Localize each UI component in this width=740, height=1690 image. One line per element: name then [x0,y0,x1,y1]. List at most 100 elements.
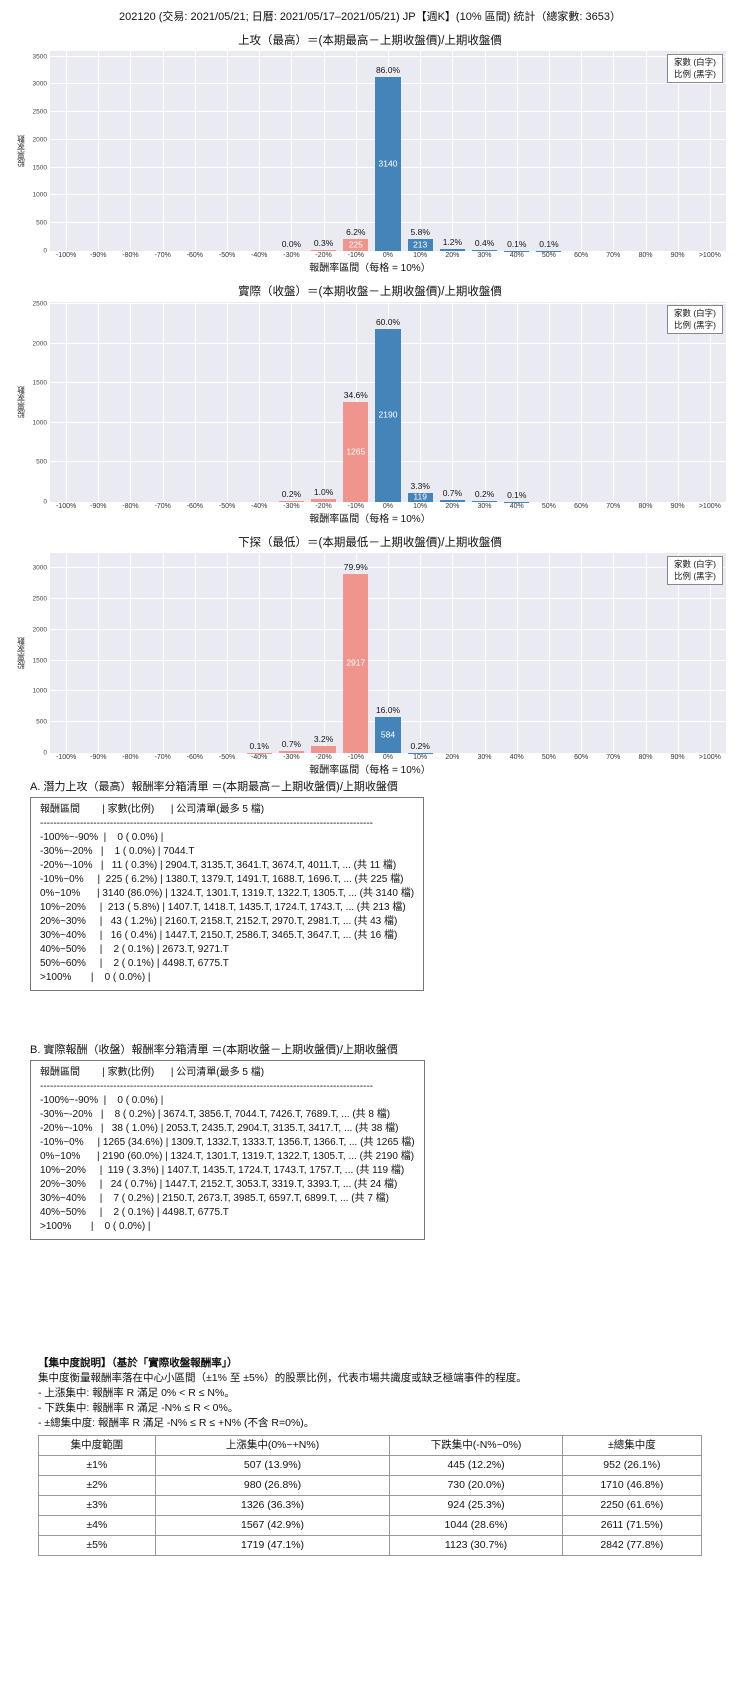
list-row: 0%~10% | 3140 (86.0%) | 1324.T, 1301.T, … [40,888,415,899]
concentration-table-cell: 2842 (77.8%) [561,1535,703,1556]
concentration-table-cell: 1719 (47.1%) [154,1535,391,1556]
y-tick-label: 2500 [32,595,47,603]
v-gridline [194,51,196,251]
list-row: 50%~60% | 2 ( 0.1%) | 4498.T, 6775.T [40,958,229,969]
bar--10%: 1265 [343,402,369,502]
bar-count-label: 225 [348,239,363,250]
v-gridline [452,302,454,502]
v-gridline [548,302,550,502]
y-tick-label: 0 [43,498,47,506]
v-gridline [194,553,196,753]
bar-percent-label: 0.2% [474,489,495,500]
list-row: 20%~30% | 24 ( 0.7%) | 1447.T, 2152.T, 3… [40,1179,398,1190]
v-gridline [645,51,647,251]
concentration-table-cell: 730 (20.0%) [389,1475,563,1496]
y-axis-title: 股票家數 [16,386,26,418]
list-section-b: B. 實際報酬（收盤）報酬率分箱清單 ＝(本期收盤－上期收盤價)/上期收盤價 報… [30,1043,740,1240]
concentration-table-row: ±4% 1567 (42.9%) 1044 (28.6%) 2611 (71.5%) [38,1515,703,1536]
v-gridline [130,302,132,502]
x-tick-label: -30% [283,252,300,259]
bar-percent-label: 5.8% [410,227,430,238]
v-gridline [420,302,422,502]
chart-legend: 家數 (白字) 比例 (黑字) [666,54,723,83]
x-tick-label: >100% [698,503,721,510]
v-gridline [388,553,389,753]
chart-legend: 家數 (白字) 比例 (黑字) [666,556,723,585]
v-gridline [677,51,679,251]
v-gridline [291,302,293,502]
v-gridline [98,302,100,502]
bar-30% [472,501,498,502]
x-tick-label: 40% [509,252,524,259]
list-row: -100%~-90% | 0 ( 0.0%) | [40,1095,164,1106]
y-tick-label: 500 [36,219,47,227]
bar-percent-label: 86.0% [375,64,401,75]
x-tick-label: 50% [541,252,556,259]
x-tick-label: 10% [413,754,428,761]
y-axis-title: 股票家數 [16,637,26,669]
y-tick-label: 0 [43,749,47,757]
chart-legend: 家數 (白字) 比例 (黑字) [666,305,723,334]
v-gridline [130,553,132,753]
v-gridline [420,553,422,753]
concentration-table: 集中度範圍 上漲集中(0%~+N%) 下跌集中(-N%~0%) ±總集中度 ±1% 50… [38,1435,703,1556]
x-tick-label: 50% [541,754,556,761]
concentration-rule: - 上漲集中: 報酬率 R 滿足 0% < R ≤ N%。 [38,1387,235,1399]
x-tick-label: -100% [55,754,77,761]
y-tick-label: 3000 [32,564,47,572]
v-gridline [452,553,454,753]
concentration-table-header-cell: 下跌集中(-N%~0%) [389,1435,563,1456]
concentration-rule: - 下跌集中: 報酬率 R 滿足 -N% ≤ R < 0%。 [38,1402,239,1414]
bar-percent-label: 0.4% [474,238,495,249]
v-gridline [613,302,615,502]
bar-percent-label: 0.1% [249,740,269,751]
concentration-table-head: 集中度範圍 上漲集中(0%~+N%) 下跌集中(-N%~0%) ±總集中度 [38,1435,703,1456]
v-gridline [484,51,486,251]
y-tick-label: 3000 [32,80,47,88]
list-section-a: A. 潛力上攻（最高）報酬率分箱清單 ＝(本期最高－上期收盤價)/上期收盤價 報… [30,780,740,991]
x-tick-label: -10% [347,252,364,259]
y-tick-label: 2500 [32,300,47,308]
bar--20% [311,745,337,753]
x-tick-label: 10% [413,503,428,510]
bar-percent-label: 0.1% [507,489,527,500]
x-tick-label: 80% [638,252,653,259]
y-tick-label: 1000 [32,687,47,695]
concentration-table-cell: 1710 (46.8%) [561,1475,703,1496]
x-tick-label: 60% [574,252,589,259]
v-gridline [613,553,615,753]
concentration-table-header-row: 集中度範圍 上漲集中(0%~+N%) 下跌集中(-N%~0%) ±總集中度 [38,1435,703,1456]
bar-percent-label: 0.7% [442,488,463,499]
v-gridline [66,553,68,753]
x-tick-label: -100% [55,252,77,259]
bar-percent-label: 0.2% [281,489,302,500]
x-tick-label: 30% [477,503,492,510]
plot-area: 0.2% 1.0% 1265 34.6% 2190 60.0% 119 3.3% 0.7% 0.2… [50,302,726,502]
x-tick-label: 40% [509,754,524,761]
x-tick-label: -40% [251,754,268,761]
list-row: -30%~-20% | 8 ( 0.2%) | 3674.T, 3856.T, … [40,1109,391,1120]
x-tick-label: >100% [698,252,721,259]
v-gridline [645,553,647,753]
list-row: ----------------------------------------… [40,1081,374,1092]
v-gridline [548,553,550,753]
list-row: 30%~40% | 7 ( 0.2%) | 2150.T, 2673.T, 39… [40,1193,389,1204]
x-tick-label: -30% [283,754,300,761]
v-gridline [709,51,711,251]
chart-row: 股票家數 0 500 1000 1500 2000 2500 0.2% 1.0% 1265 34.6… [14,300,726,506]
bar-percent-label: 34.6% [343,390,368,400]
v-gridline [291,51,293,251]
concentration-table-body: ±1% 507 (13.9%) 445 (12.2%) 952 (26.1%) ±2% 9… [38,1455,703,1556]
x-tick-label: 40% [509,503,524,510]
x-tick-row: -100% -90% -80% -70% -60% -50% -40% -30% -20% -10… [50,251,726,261]
y-tick-label: 500 [36,718,47,726]
concentration-table-cell: 1123 (30.7%) [389,1535,563,1556]
x-tick-label: -50% [218,252,236,259]
x-tick-label: -40% [251,252,268,259]
report-title: 202120 (交易: 2021/05/21; 日曆: 2021/05/17–2… [119,11,621,23]
concentration-table-row: ±3% 1326 (36.3%) 924 (25.3%) 2250 (61.6%) [38,1495,703,1516]
concentration-table-cell: 952 (26.1%) [561,1455,703,1476]
v-gridline [709,553,711,753]
x-tick-label: >100% [698,754,721,761]
v-gridline [259,51,261,251]
